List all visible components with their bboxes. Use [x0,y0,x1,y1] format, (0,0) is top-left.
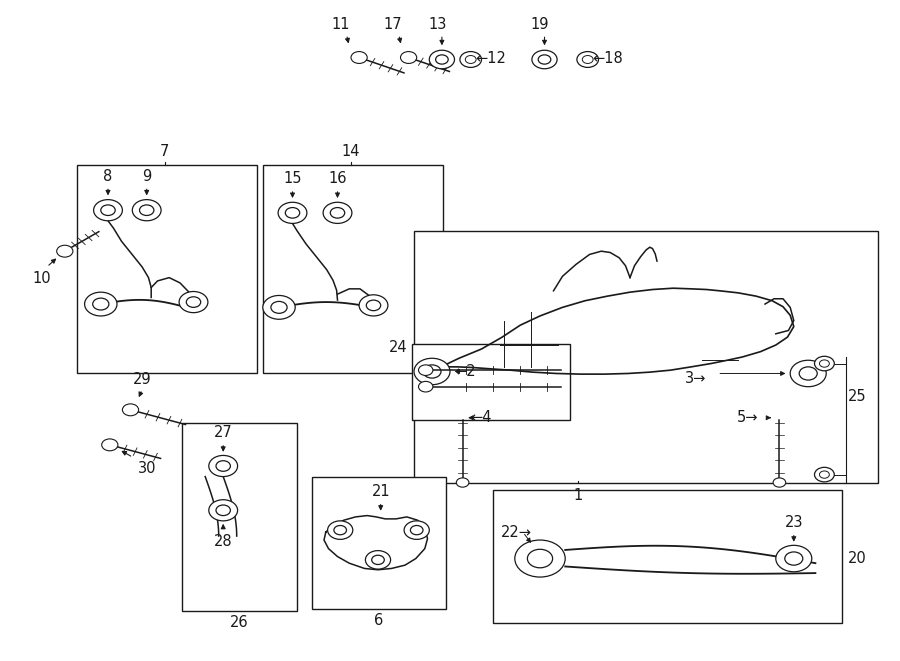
Circle shape [179,292,208,313]
Text: 7: 7 [160,143,169,159]
Text: 19: 19 [531,17,549,32]
Circle shape [456,478,469,487]
Text: 20: 20 [848,551,867,566]
Text: ←12: ←12 [475,51,506,65]
Circle shape [323,202,352,223]
Circle shape [819,471,830,479]
Text: ←4: ←4 [470,410,491,425]
Circle shape [271,301,287,313]
Circle shape [216,461,230,471]
Circle shape [418,365,433,375]
Text: 10: 10 [32,271,50,286]
Circle shape [209,500,238,521]
Circle shape [785,552,803,565]
Text: 29: 29 [133,371,151,387]
Bar [414,231,877,483]
Circle shape [538,55,551,64]
Circle shape [57,245,73,257]
Text: 28: 28 [214,534,232,549]
Circle shape [328,521,353,539]
Circle shape [330,208,345,218]
Circle shape [209,455,238,477]
Text: 30: 30 [138,461,156,477]
Circle shape [423,365,441,378]
Text: 1: 1 [573,488,582,503]
Text: 6: 6 [374,613,383,628]
Text: ←18: ←18 [592,51,623,65]
Circle shape [351,52,367,63]
Text: 21: 21 [372,484,390,499]
Circle shape [436,55,448,64]
Text: 22→: 22→ [500,525,531,539]
Bar [76,165,256,373]
Circle shape [429,50,454,69]
Text: 26: 26 [230,615,248,630]
Circle shape [790,360,826,387]
Circle shape [366,300,381,311]
Circle shape [285,208,300,218]
Circle shape [102,439,118,451]
Circle shape [263,295,295,319]
Text: 27: 27 [214,424,232,440]
Circle shape [101,205,115,215]
Bar [493,490,842,623]
Circle shape [365,551,391,569]
Text: 16: 16 [328,171,346,186]
Text: 8: 8 [104,169,112,184]
Circle shape [773,478,786,487]
Text: ←2: ←2 [454,364,476,379]
Text: 24: 24 [389,340,408,354]
Circle shape [799,367,817,380]
Circle shape [515,540,565,577]
Text: 25: 25 [848,389,867,404]
Circle shape [372,555,384,564]
Text: 14: 14 [342,143,360,159]
Circle shape [334,525,346,535]
Circle shape [460,52,482,67]
Text: 23: 23 [785,515,803,530]
Circle shape [93,298,109,310]
Text: 13: 13 [428,17,446,32]
Circle shape [527,549,553,568]
Circle shape [582,56,593,63]
Circle shape [94,200,122,221]
Circle shape [278,202,307,223]
Text: 5→: 5→ [737,410,759,425]
Circle shape [122,404,139,416]
Circle shape [359,295,388,316]
Text: 17: 17 [383,17,401,32]
Text: 9: 9 [142,169,151,184]
Circle shape [819,360,830,368]
Circle shape [814,467,834,482]
Text: 15: 15 [284,171,302,186]
Circle shape [216,505,230,516]
Bar [182,423,297,611]
Circle shape [400,52,417,63]
Circle shape [414,358,450,385]
Circle shape [418,381,433,392]
Text: 11: 11 [331,17,349,32]
Circle shape [410,525,423,535]
Bar [312,477,446,609]
Bar [263,165,443,373]
Bar [412,344,570,420]
Circle shape [577,52,598,67]
Circle shape [140,205,154,215]
Circle shape [814,356,834,371]
Circle shape [465,56,476,63]
Circle shape [186,297,201,307]
Circle shape [532,50,557,69]
Text: 3→: 3→ [685,371,706,386]
Circle shape [776,545,812,572]
Circle shape [404,521,429,539]
Circle shape [85,292,117,316]
Circle shape [132,200,161,221]
